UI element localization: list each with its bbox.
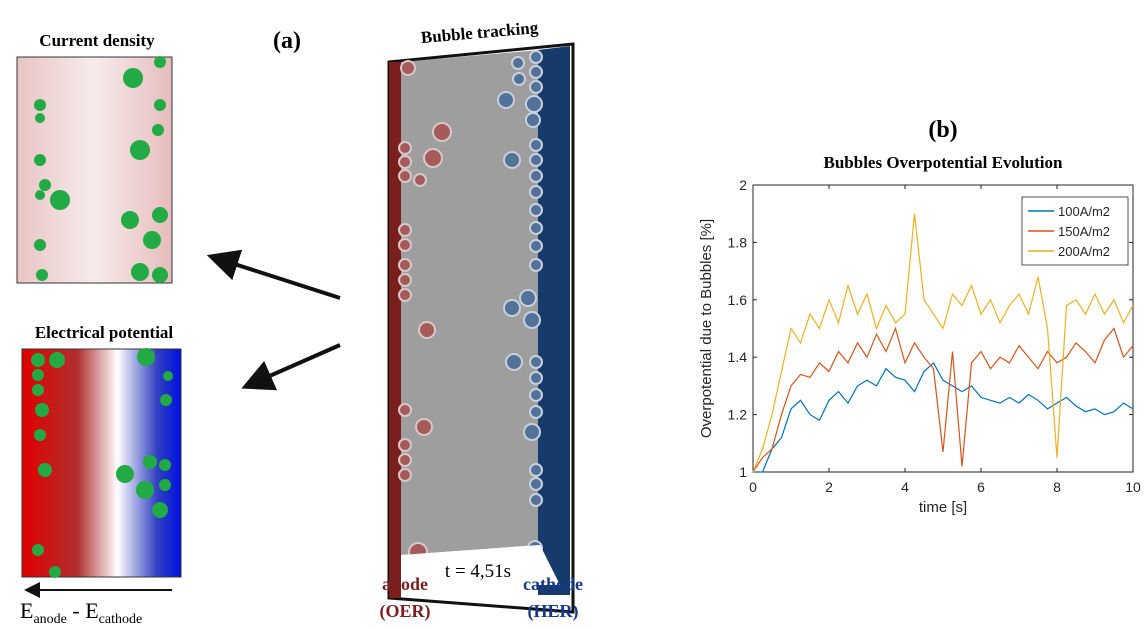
label-part: E xyxy=(20,598,33,623)
data-line xyxy=(753,361,1134,473)
x-axis-label: time [s] xyxy=(919,499,967,516)
anode-label: anode xyxy=(382,574,428,594)
anode-plate xyxy=(389,62,401,598)
x-tick-label: 2 xyxy=(825,479,833,495)
line-chart: (b) Bubbles Overpotential Evolution 1 1.2 1.… xyxy=(698,117,1141,516)
subfigure-title: Electrical potential xyxy=(35,323,174,342)
y-tick-label: 1 xyxy=(739,464,747,480)
panel-label: (a) xyxy=(273,28,301,54)
electrolyte xyxy=(401,50,540,555)
label-part: cathode xyxy=(99,612,143,627)
data-line xyxy=(752,326,1134,473)
time-label: t = 4,51s xyxy=(445,561,511,582)
cathode-label: cathode xyxy=(523,574,583,594)
x-tick-label: 4 xyxy=(901,479,909,495)
label-part: - E xyxy=(67,598,99,623)
panel-label: (b) xyxy=(928,117,957,143)
x-tick-label: 8 xyxy=(1053,479,1061,495)
y-tick-label: 1.4 xyxy=(728,349,748,365)
field-label: Eanode - Ecathode xyxy=(20,598,142,627)
cathode-plate xyxy=(538,46,570,595)
subfigure-title: Current density xyxy=(39,31,155,50)
anode-reaction: (OER) xyxy=(380,601,431,622)
legend-label: 200A/m2 xyxy=(1058,244,1110,259)
data-line xyxy=(752,213,1134,473)
y-tick-label: 1.8 xyxy=(728,234,748,250)
x-tick-label: 6 xyxy=(977,479,985,495)
y-tick-label: 1.6 xyxy=(728,292,748,308)
time-box xyxy=(401,545,560,585)
subfigure-title: Bubble tracking xyxy=(420,18,539,47)
x-tick-label: 10 xyxy=(1125,479,1141,495)
x-tick-label: 0 xyxy=(749,479,757,495)
bubbles xyxy=(31,348,173,578)
arrow xyxy=(206,249,341,300)
y-tick-label: 1.2 xyxy=(728,407,748,423)
chart-title: Bubbles Overpotential Evolution xyxy=(824,153,1064,172)
cathode-reaction: (HER) xyxy=(528,601,579,622)
y-tick-label: 2 xyxy=(739,177,747,193)
y-axis-label: Overpotential due to Bubbles [%] xyxy=(698,219,715,438)
legend-label: 100A/m2 xyxy=(1058,204,1110,219)
bubbles xyxy=(34,56,168,283)
label-part: anode xyxy=(33,612,66,627)
legend-label: 150A/m2 xyxy=(1058,224,1110,239)
potential-map xyxy=(21,348,182,578)
arrow xyxy=(241,343,341,391)
